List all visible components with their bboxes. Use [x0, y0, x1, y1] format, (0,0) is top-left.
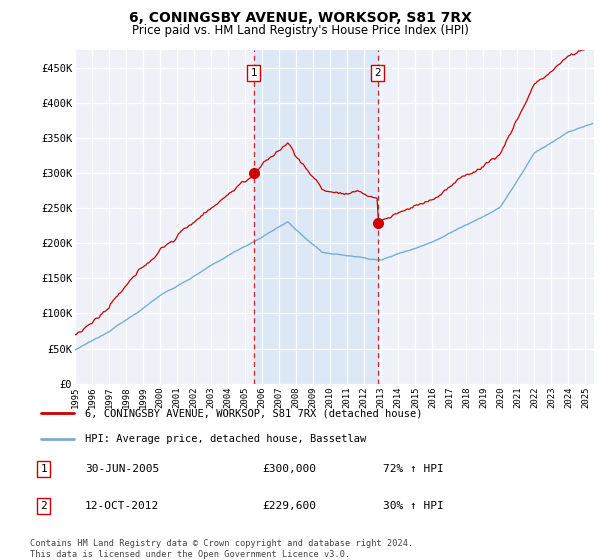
Text: Contains HM Land Registry data © Crown copyright and database right 2024.
This d: Contains HM Land Registry data © Crown c… — [30, 539, 413, 559]
Bar — [254, 50, 378, 384]
Text: 72% ↑ HPI: 72% ↑ HPI — [383, 464, 444, 474]
Text: 2: 2 — [374, 68, 381, 78]
Text: 6, CONINGSBY AVENUE, WORKSOP, S81 7RX: 6, CONINGSBY AVENUE, WORKSOP, S81 7RX — [128, 11, 472, 25]
Text: 1: 1 — [250, 68, 257, 78]
Text: Price paid vs. HM Land Registry's House Price Index (HPI): Price paid vs. HM Land Registry's House … — [131, 24, 469, 36]
Text: 2: 2 — [40, 501, 47, 511]
Text: £300,000: £300,000 — [262, 464, 316, 474]
Text: 30% ↑ HPI: 30% ↑ HPI — [383, 501, 444, 511]
Text: HPI: Average price, detached house, Bassetlaw: HPI: Average price, detached house, Bass… — [85, 434, 367, 444]
Text: 30-JUN-2005: 30-JUN-2005 — [85, 464, 160, 474]
Text: £229,600: £229,600 — [262, 501, 316, 511]
Text: 12-OCT-2012: 12-OCT-2012 — [85, 501, 160, 511]
Text: 1: 1 — [40, 464, 47, 474]
Text: 6, CONINGSBY AVENUE, WORKSOP, S81 7RX (detached house): 6, CONINGSBY AVENUE, WORKSOP, S81 7RX (d… — [85, 408, 422, 418]
